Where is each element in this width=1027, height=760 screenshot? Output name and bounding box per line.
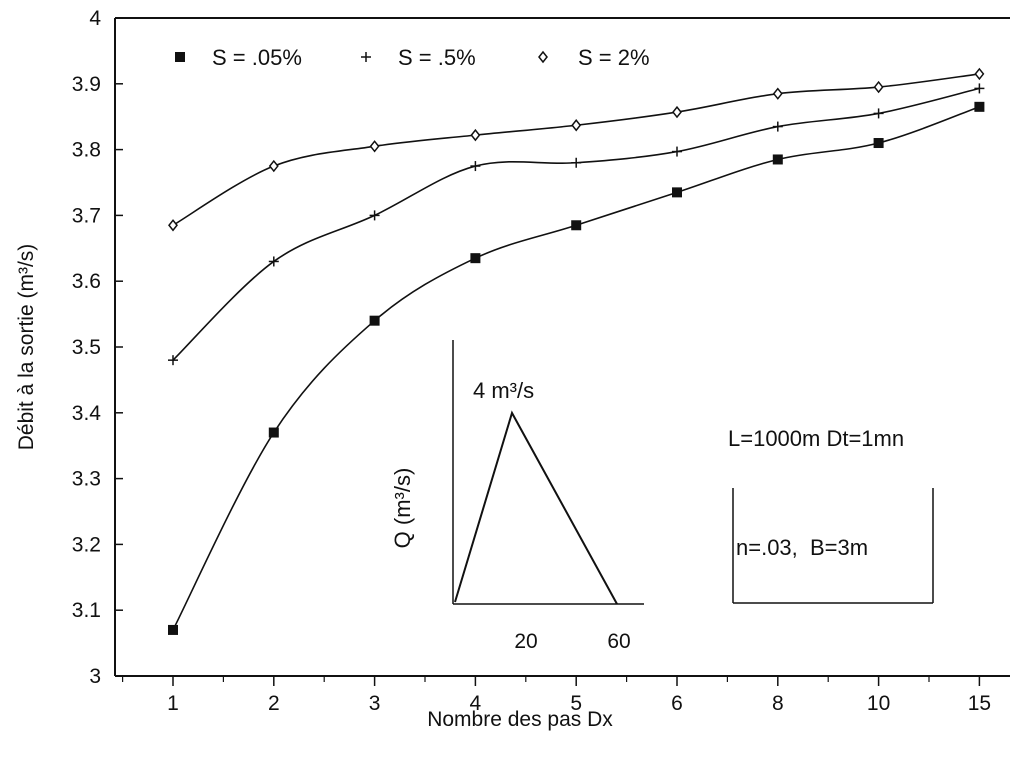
legend: S = .05% S = .5% S = 2% bbox=[175, 45, 650, 70]
legend-label-1: S = .05% bbox=[212, 45, 302, 70]
data-point-square bbox=[974, 101, 985, 112]
legend-label-3: S = 2% bbox=[578, 45, 650, 70]
x-axis-title: Nombre des pas Dx bbox=[427, 708, 613, 731]
inset-peak-label: 4 m³/s bbox=[473, 378, 534, 403]
inset-y-axis-title: Q (m³/s) bbox=[390, 468, 415, 549]
x-tick-label: 8 bbox=[772, 692, 784, 715]
x-tick-label: 3 bbox=[369, 692, 381, 715]
data-point-square bbox=[772, 154, 783, 165]
data-point-plus bbox=[772, 121, 783, 132]
x-ticks: 1 2 3 4 5 6 8 10 15 bbox=[121, 676, 991, 715]
x-tick-label: 4 bbox=[470, 692, 482, 715]
data-point-plus bbox=[369, 210, 380, 221]
data-point-diamond bbox=[470, 128, 481, 142]
y-tick-label: 4 bbox=[89, 7, 101, 30]
y-tick-label: 3 bbox=[89, 665, 101, 688]
axes bbox=[114, 17, 1010, 677]
data-point-plus bbox=[571, 157, 582, 168]
data-point-plus bbox=[873, 108, 884, 119]
data-point-diamond bbox=[772, 87, 783, 100]
y-tick-label: 3.1 bbox=[72, 599, 101, 622]
data-point-square bbox=[571, 220, 582, 231]
data-point-square bbox=[873, 138, 884, 149]
legend-marker-square bbox=[175, 52, 185, 62]
x-tick-label: 5 bbox=[570, 692, 582, 715]
data-point-diamond bbox=[369, 140, 380, 153]
x-tick-label: 2 bbox=[268, 692, 280, 715]
y-tick-label: 3.3 bbox=[72, 468, 101, 491]
y-tick-label: 3.7 bbox=[72, 204, 101, 227]
series-2 bbox=[168, 83, 985, 366]
series-3 bbox=[168, 67, 985, 232]
data-point-plus bbox=[470, 161, 481, 172]
y-tick-label: 3.8 bbox=[72, 139, 101, 162]
inset-hydrograph: 4 m³/s Q (m³/s) 20 60 bbox=[390, 340, 644, 653]
y-tick-label: 3.5 bbox=[72, 336, 101, 359]
x-tick-label: 6 bbox=[671, 692, 683, 715]
data-point-diamond bbox=[974, 67, 985, 81]
inset-hydrograph-line bbox=[454, 410, 618, 605]
data-point-square bbox=[369, 315, 380, 326]
data-point-plus bbox=[672, 146, 682, 157]
x-tick-label: 1 bbox=[167, 692, 179, 715]
y-tick-label: 3.2 bbox=[72, 533, 101, 556]
y-axis-title: Débit à la sortie (m³/s) bbox=[15, 244, 38, 451]
legend-marker-diamond bbox=[538, 50, 548, 64]
y-ticks: 3 3.1 3.2 3.3 3.4 3.5 3.6 3.7 3.8 3.9 4 bbox=[72, 7, 123, 688]
legend-label-2: S = .5% bbox=[398, 45, 476, 70]
data-point-plus bbox=[268, 256, 279, 267]
y-tick-label: 3.4 bbox=[72, 402, 102, 425]
data-point-plus bbox=[168, 355, 178, 366]
legend-marker-plus bbox=[361, 52, 371, 62]
x-tick-label: 10 bbox=[867, 692, 890, 715]
inset-x-tick-2: 60 bbox=[607, 630, 630, 653]
data-point-diamond bbox=[268, 159, 279, 173]
data-point-plus bbox=[974, 83, 985, 94]
data-point-diamond bbox=[571, 119, 582, 132]
data-point-square bbox=[672, 187, 682, 198]
data-point-diamond bbox=[672, 105, 682, 119]
params-line-2: n=.03, B=3m bbox=[736, 535, 868, 560]
series-line bbox=[172, 73, 980, 226]
series-layer bbox=[168, 67, 985, 635]
x-tick-label: 15 bbox=[968, 692, 991, 715]
y-tick-label: 3.9 bbox=[72, 73, 101, 96]
series-1 bbox=[168, 101, 985, 635]
y-tick-label: 3.6 bbox=[72, 270, 101, 293]
inset-x-tick-1: 20 bbox=[514, 630, 537, 653]
data-point-diamond bbox=[873, 80, 884, 94]
params-line-1: L=1000m Dt=1mn bbox=[728, 426, 904, 451]
parameters-annotation: L=1000m Dt=1mn n=.03, B=3m bbox=[728, 426, 934, 604]
data-point-diamond bbox=[168, 219, 178, 232]
data-point-square bbox=[470, 253, 481, 264]
data-point-square bbox=[168, 624, 178, 635]
data-point-square bbox=[268, 427, 279, 438]
